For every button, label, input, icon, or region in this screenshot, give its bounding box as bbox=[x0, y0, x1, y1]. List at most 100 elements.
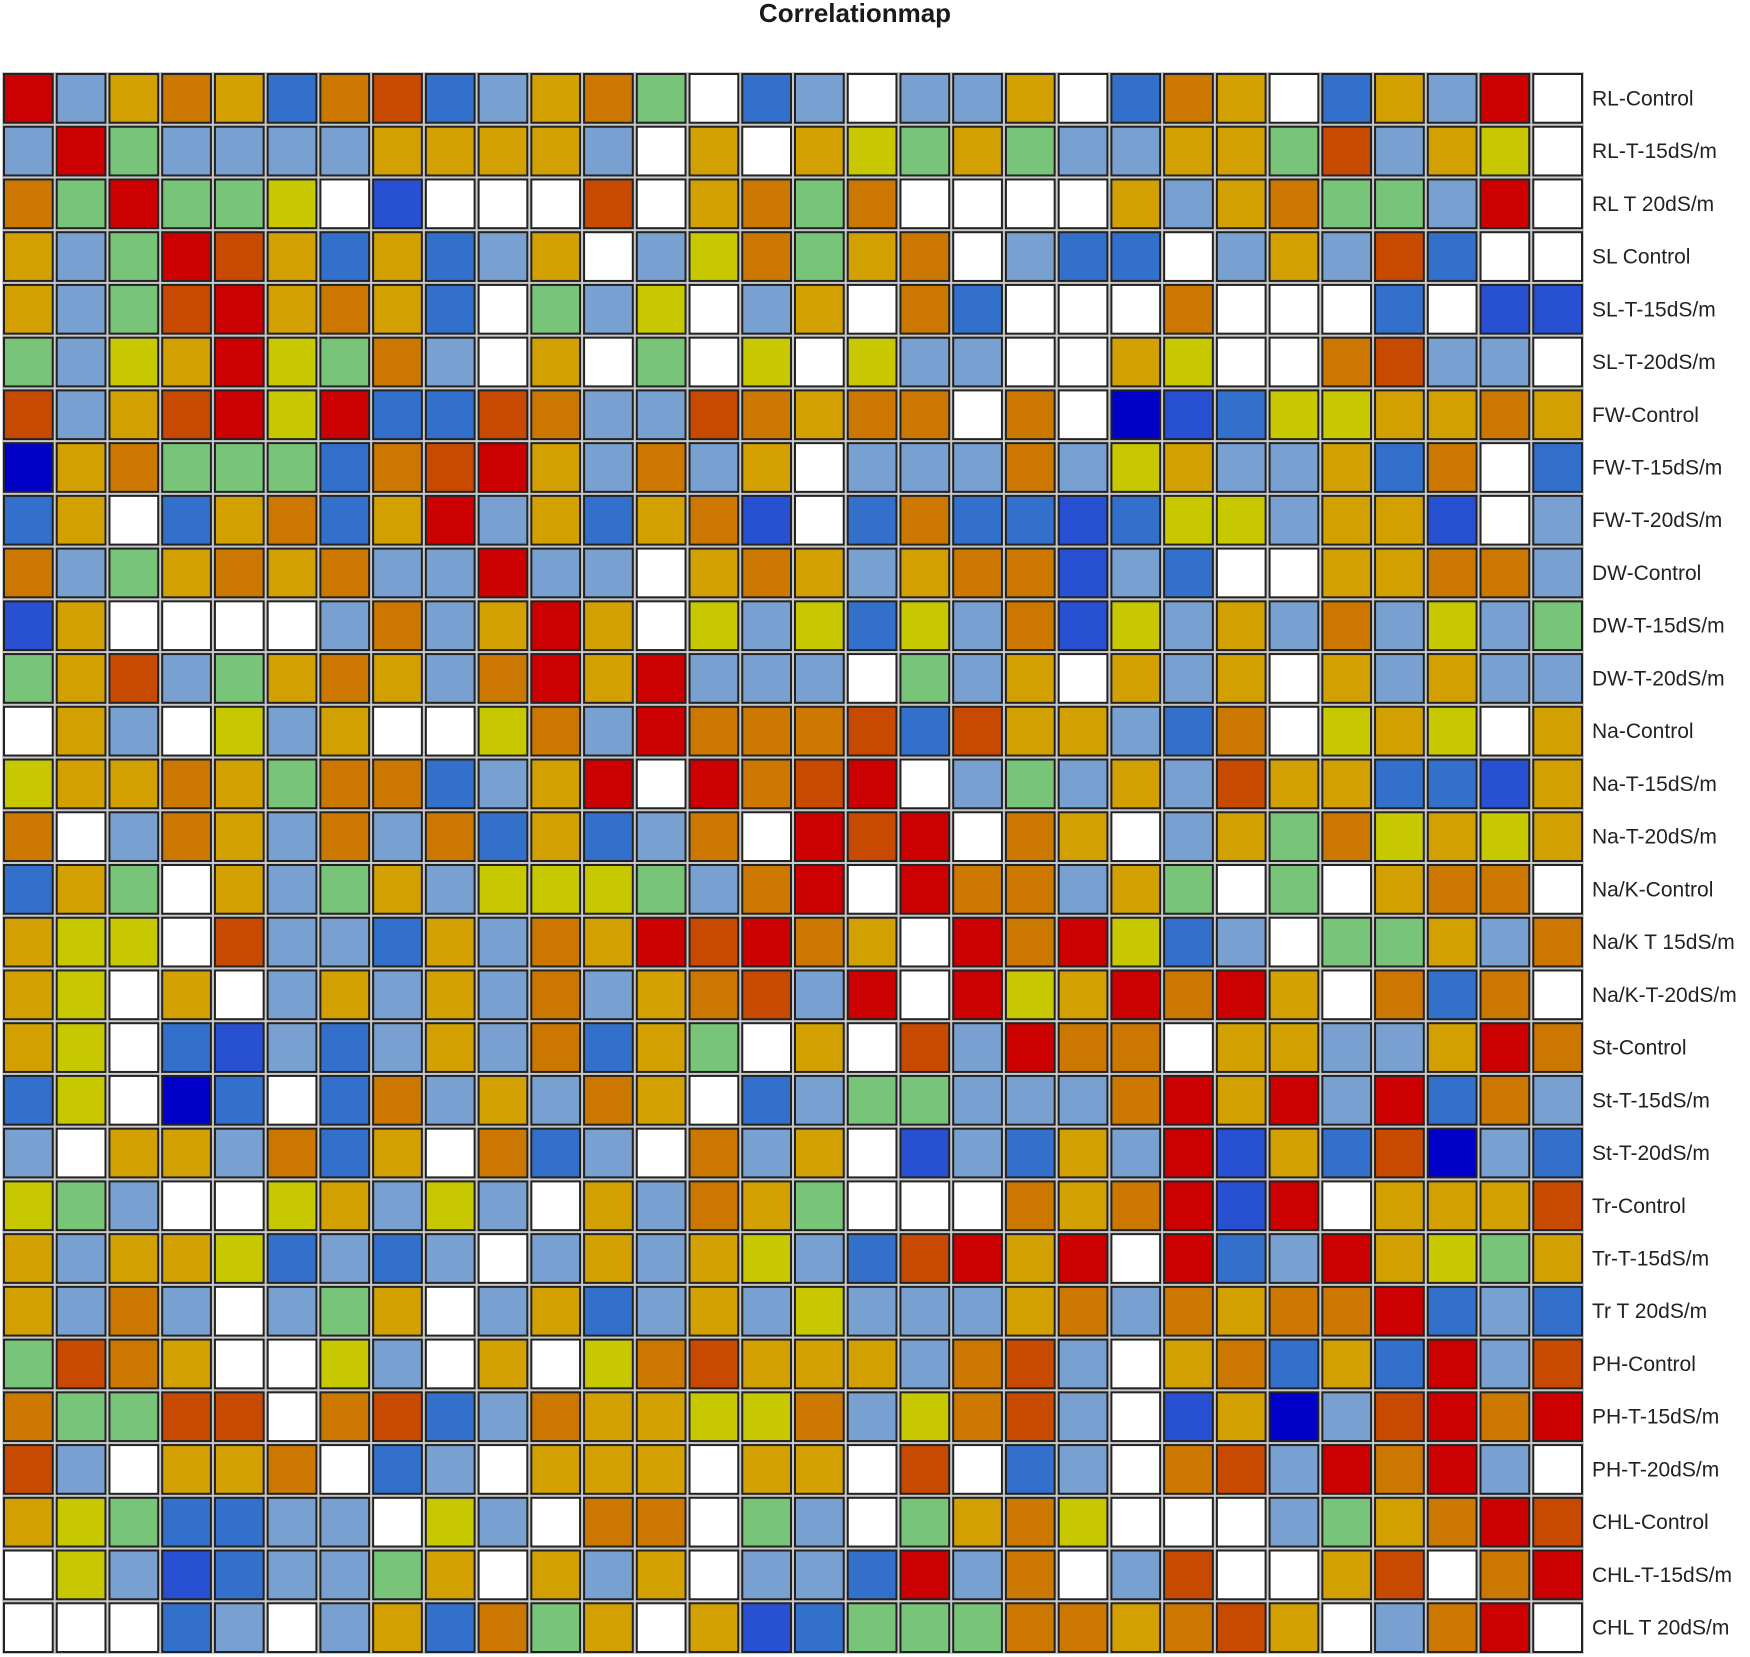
heatmap-cell-r4-c13 bbox=[688, 283, 740, 335]
heatmap-cell-r1-c7 bbox=[372, 125, 423, 177]
heatmap-cell-r14-c15 bbox=[794, 811, 845, 863]
heatmap-cell-r22-c15 bbox=[794, 1233, 845, 1284]
heatmap-cell-r12-c14 bbox=[741, 705, 793, 757]
heatmap-cell-r4-c28 bbox=[1479, 283, 1531, 335]
heatmap-cell-r14-c7 bbox=[372, 811, 423, 863]
heatmap-cell-r21-c24 bbox=[1268, 1180, 1320, 1232]
heatmap-cell-r6-c22 bbox=[1163, 389, 1214, 441]
heatmap-cell-r4-c7 bbox=[372, 283, 423, 335]
heatmap-cell-r4-c15 bbox=[794, 283, 845, 335]
heatmap-cell-r28-c0 bbox=[3, 1549, 54, 1601]
heatmap-cell-r27-c6 bbox=[319, 1496, 371, 1548]
heatmap-cell-r11-c0 bbox=[3, 653, 54, 704]
heatmap-cell-r8-c24 bbox=[1268, 494, 1320, 546]
heatmap-cell-r5-c27 bbox=[1426, 336, 1478, 388]
heatmap-cell-r3-c0 bbox=[3, 231, 54, 282]
heatmap-cell-r17-c15 bbox=[794, 969, 845, 1021]
heatmap-cell-r28-c13 bbox=[688, 1549, 740, 1601]
heatmap-cell-r9-c11 bbox=[583, 547, 634, 599]
heatmap-cell-r21-c9 bbox=[477, 1180, 529, 1232]
heatmap-cell-r11-c8 bbox=[424, 653, 476, 704]
heatmap-cell-r13-c5 bbox=[266, 758, 318, 810]
heatmap-cell-r13-c17 bbox=[899, 758, 951, 810]
heatmap-cell-r11-c18 bbox=[952, 653, 1003, 704]
row-label-16: Na/K T 15dS/m bbox=[1592, 931, 1735, 954]
heatmap-cell-r27-c10 bbox=[530, 1496, 582, 1548]
heatmap-cell-r15-c0 bbox=[3, 864, 54, 915]
heatmap-cell-r2-c21 bbox=[1110, 178, 1162, 230]
heatmap-cell-r11-c1 bbox=[55, 653, 107, 704]
heatmap-cell-r14-c17 bbox=[899, 811, 951, 863]
heatmap-cell-r15-c7 bbox=[372, 864, 423, 915]
heatmap-cell-r27-c0 bbox=[3, 1496, 54, 1548]
heatmap-cell-r2-c25 bbox=[1321, 178, 1373, 230]
heatmap-cell-r4-c10 bbox=[530, 283, 582, 335]
heatmap-cell-r13-c22 bbox=[1163, 758, 1214, 810]
row-label-17: Na/K-T-20dS/m bbox=[1592, 984, 1737, 1007]
heatmap-cell-r5-c29 bbox=[1532, 336, 1584, 388]
heatmap-cell-r1-c16 bbox=[846, 125, 898, 177]
heatmap-cell-r7-c15 bbox=[794, 442, 845, 493]
heatmap-cell-r0-c15 bbox=[794, 73, 845, 124]
heatmap-cell-r21-c1 bbox=[55, 1180, 107, 1232]
heatmap-cell-r23-c23 bbox=[1215, 1285, 1267, 1337]
heatmap-cell-r5-c18 bbox=[952, 336, 1003, 388]
heatmap-cell-r28-c23 bbox=[1215, 1549, 1267, 1601]
heatmap-cell-r0-c2 bbox=[108, 73, 160, 124]
heatmap-cell-r16-c26 bbox=[1374, 916, 1425, 968]
heatmap-cell-r6-c24 bbox=[1268, 389, 1320, 441]
heatmap-cell-r19-c24 bbox=[1268, 1074, 1320, 1126]
heatmap-cell-r2-c18 bbox=[952, 178, 1003, 230]
heatmap-cell-r0-c4 bbox=[213, 73, 265, 124]
heatmap-cell-r10-c3 bbox=[161, 600, 212, 652]
heatmap-cell-r17-c10 bbox=[530, 969, 582, 1021]
heatmap-cell-r21-c6 bbox=[319, 1180, 371, 1232]
heatmap-cell-r12-c22 bbox=[1163, 705, 1214, 757]
heatmap-cell-r13-c15 bbox=[794, 758, 845, 810]
heatmap-cell-r18-c8 bbox=[424, 1022, 476, 1073]
heatmap-cell-r9-c2 bbox=[108, 547, 160, 599]
heatmap-cell-r21-c4 bbox=[213, 1180, 265, 1232]
heatmap-cell-r16-c16 bbox=[846, 916, 898, 968]
row-label-29: CHL T 20dS/m bbox=[1592, 1617, 1729, 1640]
heatmap-cell-r11-c20 bbox=[1057, 653, 1109, 704]
heatmap-cell-r28-c28 bbox=[1479, 1549, 1531, 1601]
heatmap-cell-r4-c20 bbox=[1057, 283, 1109, 335]
heatmap-cell-r28-c15 bbox=[794, 1549, 845, 1601]
heatmap-cell-r25-c0 bbox=[3, 1391, 54, 1443]
heatmap-cell-r27-c12 bbox=[635, 1496, 687, 1548]
heatmap-cell-r4-c22 bbox=[1163, 283, 1214, 335]
heatmap-cell-r2-c6 bbox=[319, 178, 371, 230]
heatmap-cell-r25-c29 bbox=[1532, 1391, 1584, 1443]
heatmap-cell-r23-c6 bbox=[319, 1285, 371, 1337]
heatmap-cell-r5-c3 bbox=[161, 336, 212, 388]
heatmap-cell-r7-c26 bbox=[1374, 442, 1425, 493]
heatmap-cell-r8-c20 bbox=[1057, 494, 1109, 546]
heatmap-cell-r3-c11 bbox=[583, 231, 634, 282]
heatmap-cell-r1-c14 bbox=[741, 125, 793, 177]
heatmap-cell-r14-c12 bbox=[635, 811, 687, 863]
heatmap-cell-r26-c12 bbox=[635, 1444, 687, 1495]
heatmap-cell-r11-c16 bbox=[846, 653, 898, 704]
heatmap-cell-r26-c17 bbox=[899, 1444, 951, 1495]
row-label-24: PH-Control bbox=[1592, 1353, 1696, 1376]
heatmap-cell-r15-c17 bbox=[899, 864, 951, 915]
heatmap-cell-r18-c21 bbox=[1110, 1022, 1162, 1073]
heatmap-cell-r15-c1 bbox=[55, 864, 107, 915]
heatmap-cell-r3-c18 bbox=[952, 231, 1003, 282]
heatmap-cell-r28-c4 bbox=[213, 1549, 265, 1601]
heatmap-cell-r10-c27 bbox=[1426, 600, 1478, 652]
heatmap-cell-r13-c25 bbox=[1321, 758, 1373, 810]
heatmap-cell-r23-c14 bbox=[741, 1285, 793, 1337]
heatmap-cell-r5-c11 bbox=[583, 336, 634, 388]
heatmap-cell-r21-c25 bbox=[1321, 1180, 1373, 1232]
heatmap-cell-r18-c13 bbox=[688, 1022, 740, 1073]
heatmap-cell-r24-c20 bbox=[1057, 1338, 1109, 1390]
heatmap-cell-r5-c8 bbox=[424, 336, 476, 388]
heatmap-cell-r19-c19 bbox=[1004, 1074, 1056, 1126]
heatmap-cell-r24-c13 bbox=[688, 1338, 740, 1390]
heatmap-cell-r21-c28 bbox=[1479, 1180, 1531, 1232]
heatmap-cell-r19-c11 bbox=[583, 1074, 634, 1126]
heatmap-cell-r24-c4 bbox=[213, 1338, 265, 1390]
heatmap-cell-r14-c3 bbox=[161, 811, 212, 863]
